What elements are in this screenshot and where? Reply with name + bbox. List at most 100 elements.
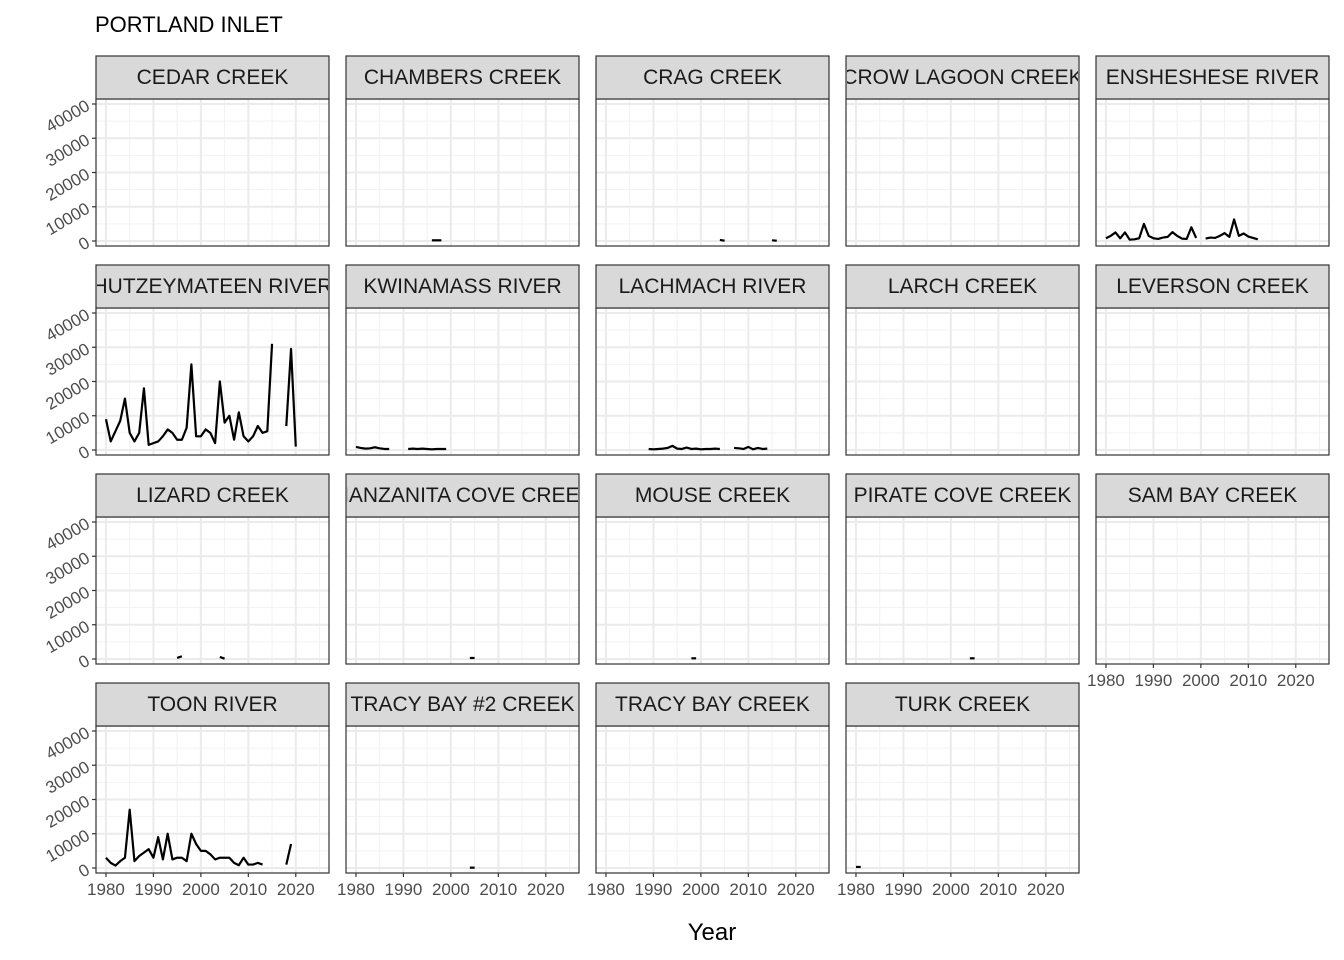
line <box>105 808 293 867</box>
strip-label: HUTZEYMATEEN RIVER <box>93 275 333 298</box>
x-tick-label: 2010 <box>229 880 267 899</box>
strip-label: TURK CREEK <box>895 693 1030 716</box>
strip-label: LIZARD CREEK <box>136 484 289 507</box>
x-tick-label: 1990 <box>385 880 423 899</box>
panel: LARCH CREEK <box>845 264 1080 456</box>
y-tick-label: 30000 <box>43 548 93 588</box>
panel: TURK CREEK <box>845 682 1080 874</box>
chart-title: PORTLAND INLET <box>95 12 283 37</box>
strip <box>95 55 330 100</box>
y-tick-label: 40000 <box>43 305 93 345</box>
x-tick-label: 1990 <box>885 880 923 899</box>
x-tick-label: 1980 <box>87 880 125 899</box>
y-tick-label: 20000 <box>43 165 93 205</box>
y-tick-label: 40000 <box>43 96 93 136</box>
strip <box>1095 473 1330 518</box>
panel: TRACY BAY #2 CREEK <box>345 682 580 874</box>
strip-label: ENSHESHESE RIVER <box>1106 66 1320 89</box>
strip <box>1095 55 1330 100</box>
y-tick-label: 30000 <box>43 757 93 797</box>
y-tick-label: 20000 <box>43 792 93 832</box>
x-tick-label: 2000 <box>682 880 720 899</box>
panel: CRAG CREEK <box>595 55 830 247</box>
x-tick-label: 1990 <box>1135 671 1173 690</box>
strip <box>1095 264 1330 309</box>
strip <box>845 682 1080 727</box>
x-tick-label: 2000 <box>1182 671 1220 690</box>
strip-label: MOUSE CREEK <box>635 484 790 507</box>
x-tick-label: 2020 <box>527 880 565 899</box>
strip-label: LARCH CREEK <box>888 275 1037 298</box>
x-tick-label: 2000 <box>932 880 970 899</box>
panel: SAM BAY CREEK <box>1095 473 1330 665</box>
strip-label: CROW LAGOON CREEK <box>842 66 1082 89</box>
y-tick-label: 20000 <box>43 583 93 623</box>
panel: TOON RIVER <box>95 682 330 874</box>
x-tick-label: 2000 <box>432 880 470 899</box>
x-tick-label: 1980 <box>837 880 875 899</box>
x-tick-label: 2020 <box>1277 671 1315 690</box>
y-tick-label: 30000 <box>43 130 93 170</box>
x-tick-label: 2020 <box>777 880 815 899</box>
y-tick-label: 10000 <box>43 617 93 657</box>
panel: TRACY BAY CREEK <box>595 682 830 874</box>
strip <box>845 264 1080 309</box>
x-tick-label: 2020 <box>1027 880 1065 899</box>
panel: HUTZEYMATEEN RIVER <box>93 264 333 456</box>
line <box>1105 218 1259 241</box>
line <box>176 655 225 660</box>
x-tick-label: 2010 <box>729 880 767 899</box>
strip <box>345 55 580 100</box>
strip <box>595 264 830 309</box>
strip <box>595 55 830 100</box>
strip-label: TOON RIVER <box>147 693 277 716</box>
y-tick-label: 30000 <box>43 339 93 379</box>
strip-label: LEVERSON CREEK <box>1116 275 1309 298</box>
panel: MOUSE CREEK <box>595 473 830 665</box>
panel: PIRATE COVE CREEK <box>845 473 1080 665</box>
strip-label: CHAMBERS CREEK <box>364 66 561 89</box>
x-tick-label: 1990 <box>635 880 673 899</box>
panel: CEDAR CREEK <box>95 55 330 247</box>
x-axis-label: Year <box>688 919 737 946</box>
line <box>719 238 777 242</box>
strip <box>95 682 330 727</box>
strip-label: PIRATE COVE CREEK <box>854 484 1072 507</box>
strip-label: MANZANITA COVE CREEK <box>331 484 593 507</box>
y-tick-label: 0 <box>75 233 93 254</box>
y-tick-label: 40000 <box>43 514 93 554</box>
y-tick-label: 0 <box>75 651 93 672</box>
line <box>648 444 768 451</box>
strip-label: CRAG CREEK <box>643 66 782 89</box>
panel: LIZARD CREEK <box>95 473 330 665</box>
strip-label: CEDAR CREEK <box>137 66 289 89</box>
x-tick-label: 2010 <box>1229 671 1267 690</box>
panel: CROW LAGOON CREEK <box>842 55 1082 247</box>
x-tick-label: 1980 <box>337 880 375 899</box>
strip <box>345 682 580 727</box>
strip <box>345 264 580 309</box>
x-tick-label: 1990 <box>135 880 173 899</box>
panel: KWINAMASS RIVER <box>345 264 580 456</box>
strip <box>95 473 330 518</box>
strip-label: LACHMACH RIVER <box>619 275 807 298</box>
line <box>355 445 447 451</box>
panel: ENSHESHESE RIVER <box>1095 55 1330 247</box>
strip <box>845 55 1080 100</box>
y-tick-label: 10000 <box>43 826 93 866</box>
y-tick-label: 40000 <box>43 723 93 763</box>
strip <box>845 473 1080 518</box>
strip <box>595 682 830 727</box>
strip-label: KWINAMASS RIVER <box>363 275 561 298</box>
strip <box>95 264 330 309</box>
panel: MANZANITA COVE CREEK <box>331 473 593 665</box>
x-tick-label: 2000 <box>182 880 220 899</box>
line <box>104 343 297 447</box>
x-tick-label: 1980 <box>587 880 625 899</box>
x-tick-label: 1980 <box>1087 671 1125 690</box>
panel: LEVERSON CREEK <box>1095 264 1330 456</box>
x-tick-label: 2010 <box>479 880 517 899</box>
y-tick-label: 10000 <box>43 408 93 448</box>
y-tick-label: 20000 <box>43 374 93 414</box>
